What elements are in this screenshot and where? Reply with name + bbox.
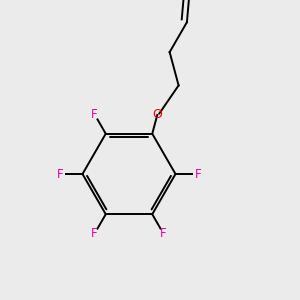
Text: F: F: [195, 167, 201, 181]
Text: F: F: [160, 227, 167, 240]
Text: F: F: [91, 227, 98, 240]
Text: F: F: [57, 167, 63, 181]
Text: F: F: [91, 108, 98, 121]
Text: O: O: [152, 108, 162, 122]
